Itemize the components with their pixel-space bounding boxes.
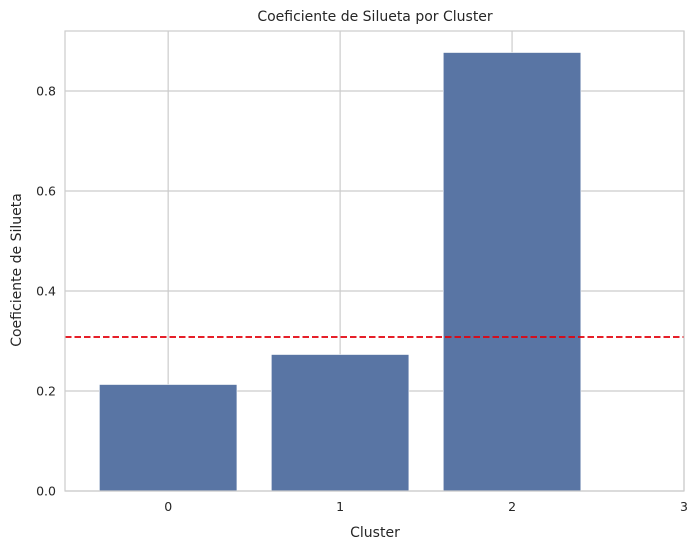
y-axis-label: Coeficiente de Silueta	[9, 193, 25, 347]
tick-labels: 0.0 0.2 0.4 0.6 0.8 0 1 2 3	[36, 84, 688, 515]
bars	[99, 52, 582, 492]
x-tick-label: 2	[508, 499, 516, 514]
bar-cluster-0	[99, 384, 238, 492]
y-tick-label: 0.6	[36, 184, 56, 199]
y-tick-label: 0.8	[36, 84, 56, 99]
x-axis-label: Cluster	[350, 525, 400, 541]
chart-title: Coeficiente de Silueta por Cluster	[257, 9, 493, 25]
y-tick-label: 0.4	[36, 284, 56, 299]
bar-cluster-1	[271, 354, 410, 492]
x-tick-label: 3	[680, 499, 688, 514]
x-tick-label: 1	[336, 499, 344, 514]
y-tick-label: 0.2	[36, 384, 56, 399]
y-tick-label: 0.0	[36, 484, 56, 499]
plot-frame	[64, 30, 685, 492]
bar-cluster-2	[442, 52, 582, 492]
x-tick-label: 0	[164, 499, 172, 514]
